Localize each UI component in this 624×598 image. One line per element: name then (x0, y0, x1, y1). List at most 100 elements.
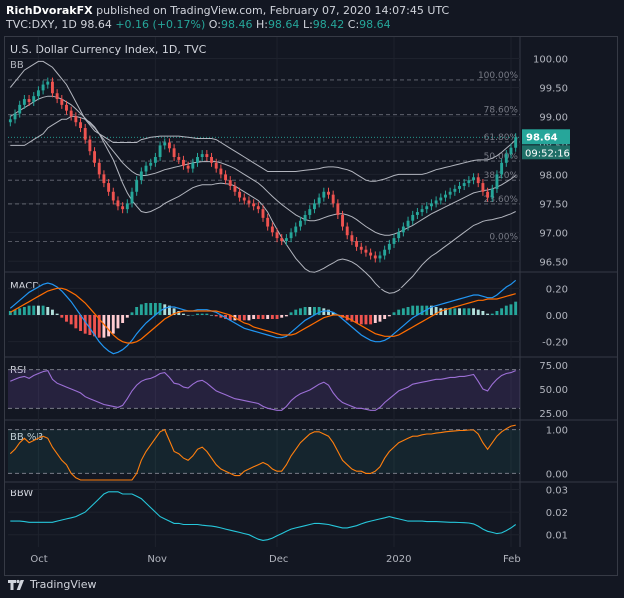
macd-histogram-bar (163, 304, 167, 315)
footer: TradingView (6, 577, 96, 591)
open-value: 98.46 (220, 18, 253, 31)
candle-body (406, 220, 410, 227)
tradingview-brand[interactable]: TradingView (30, 577, 97, 591)
macd-histogram-bar (242, 315, 246, 321)
candle-body (261, 209, 265, 218)
macd-histogram-bar (121, 315, 125, 323)
publisher-name[interactable]: RichDvorakFX (6, 4, 93, 17)
macd-histogram-bar (387, 315, 391, 317)
candle-body (439, 197, 443, 201)
candle-body (495, 174, 499, 189)
pctb-axis-label: 1.00 (546, 426, 568, 437)
macd-histogram-bar (182, 313, 185, 315)
candle-body (135, 180, 139, 192)
macd-histogram-bar (453, 308, 457, 315)
macd-histogram-bar (125, 315, 129, 318)
macd-histogram-bar (50, 309, 54, 315)
candle-body (481, 183, 485, 192)
macd-histogram-bar (130, 312, 134, 315)
macd-histogram-bar (284, 315, 288, 317)
rsi-axis-label: 25.00 (539, 409, 568, 420)
time-axis-label: Feb (503, 554, 521, 565)
macd-signal-line (10, 287, 516, 344)
macd-histogram-bar (275, 315, 279, 319)
candle-body (79, 122, 82, 129)
candle-body (130, 191, 134, 204)
macd-histogram-bar (41, 305, 45, 315)
macd-histogram-bar (355, 315, 359, 323)
candle-body (233, 185, 237, 192)
macd-histogram-bar (205, 313, 209, 315)
candle-body (74, 116, 78, 123)
candle-body (397, 232, 401, 239)
pctb-label: BB %B (10, 432, 43, 443)
candle-body (467, 180, 471, 184)
candle-body (266, 217, 270, 227)
candle-body (177, 157, 181, 160)
macd-histogram-bar (158, 303, 162, 315)
candle-body (111, 191, 115, 201)
bbw-line (10, 491, 517, 541)
candle-body (196, 157, 199, 163)
fib-level-label: 50.00% (484, 152, 519, 162)
macd-histogram-bar (411, 305, 415, 315)
candle-body (444, 194, 447, 198)
price-axis-label: 97.50 (539, 199, 568, 210)
macd-histogram-bar (139, 304, 143, 315)
macd-histogram-bar (448, 308, 452, 315)
candle-body (102, 174, 106, 184)
candle-body (60, 99, 64, 105)
candle-body (448, 191, 452, 195)
candle-body (462, 183, 466, 186)
candle-body (341, 214, 344, 227)
last-price-tag-label: 98.64 (526, 132, 558, 143)
candle-body (298, 220, 302, 227)
candle-body (270, 226, 274, 233)
bbw-axis-label: 0.02 (546, 508, 568, 519)
candle-body (289, 232, 293, 239)
time-axis-label: Oct (30, 554, 47, 565)
candle-body (369, 252, 373, 256)
candle-body (65, 104, 68, 111)
macd-histogram-bar (107, 315, 111, 337)
candle-body (355, 241, 359, 247)
candle-body (167, 142, 171, 149)
macd-histogram-bar (266, 315, 270, 319)
macd-histogram-bar (509, 304, 513, 315)
candle-body (50, 81, 54, 94)
macd-histogram-bar (434, 307, 438, 315)
candle-body (336, 203, 340, 215)
chart-frame (4, 36, 618, 576)
macd-histogram-bar (350, 315, 354, 322)
open-label: O: (208, 18, 221, 31)
macd-histogram-bar (32, 305, 36, 315)
macd-histogram-bar (256, 315, 260, 319)
macd-histogram-bar (486, 313, 490, 315)
fib-level-label: 78.60% (484, 106, 519, 116)
macd-histogram-bar (369, 315, 373, 325)
rsi-band-fill (8, 369, 520, 409)
candle-body (139, 171, 143, 181)
candle-body (392, 238, 396, 244)
candle-body (93, 151, 97, 163)
candle-body (373, 255, 377, 259)
macd-axis-label: -0.20 (542, 338, 568, 349)
candle-body (228, 180, 232, 186)
macd-histogram-bar (210, 315, 213, 316)
macd-histogram-bar (462, 308, 466, 315)
pctb-axis-label: 0.00 (546, 469, 568, 480)
candle-body (125, 203, 129, 210)
candle-body (490, 188, 494, 198)
close-label: C: (347, 18, 360, 31)
bbw-axis-label: 0.01 (546, 531, 568, 542)
candle-body (500, 162, 504, 175)
candle-body (327, 191, 330, 195)
candle-body (182, 159, 185, 166)
time-axis-label: 2020 (386, 554, 411, 565)
price-axis-label: 98.00 (539, 170, 568, 181)
macd-histogram-bar (60, 315, 64, 318)
macd-histogram-bar (303, 307, 307, 315)
candle-body (224, 174, 228, 181)
high-label: H: (255, 18, 268, 31)
